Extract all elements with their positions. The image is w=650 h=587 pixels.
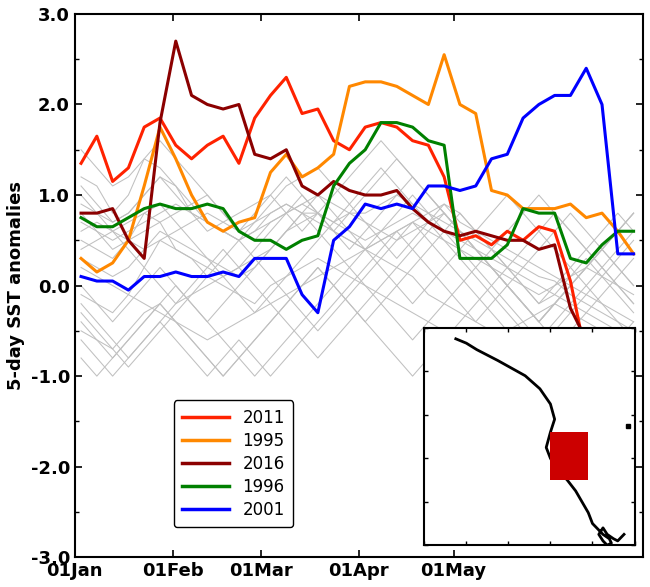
Y-axis label: 5-day SST anomalies: 5-day SST anomalies — [7, 181, 25, 390]
Legend: 2011, 1995, 2016, 1996, 2001: 2011, 1995, 2016, 1996, 2001 — [174, 400, 293, 527]
